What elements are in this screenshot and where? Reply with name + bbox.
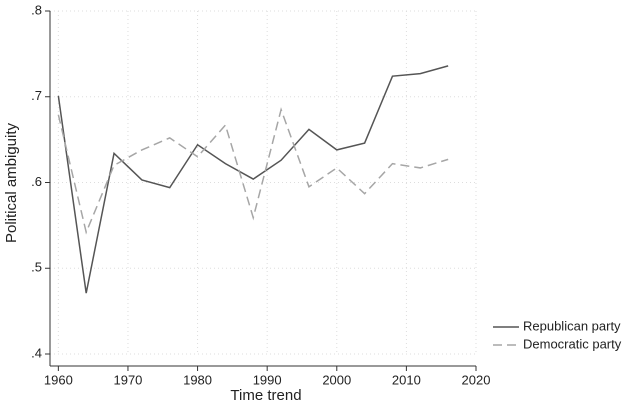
x-tick-label: 2010 <box>392 372 421 387</box>
y-tick-label: .8 <box>31 2 42 17</box>
x-axis-title: Time trend <box>230 387 301 404</box>
data-line <box>57 107 449 235</box>
y-tick-label: .6 <box>31 174 42 189</box>
data-line <box>57 65 449 294</box>
y-tick-label: .5 <box>31 260 42 275</box>
y-tick-label: .7 <box>31 88 42 103</box>
x-tick-label: 1960 <box>44 372 73 387</box>
x-tick-label: 1980 <box>183 372 212 387</box>
x-tick-label: 2020 <box>462 372 491 387</box>
y-tick-label: .4 <box>31 345 42 360</box>
x-tick-label: 2000 <box>322 372 351 387</box>
x-tick-label: 1990 <box>253 372 282 387</box>
x-tick-label: 1970 <box>113 372 142 387</box>
y-axis-title: Political ambiguity <box>3 122 20 243</box>
legend-label: Democratic party <box>523 336 622 351</box>
legend-label: Republican party <box>523 318 621 333</box>
